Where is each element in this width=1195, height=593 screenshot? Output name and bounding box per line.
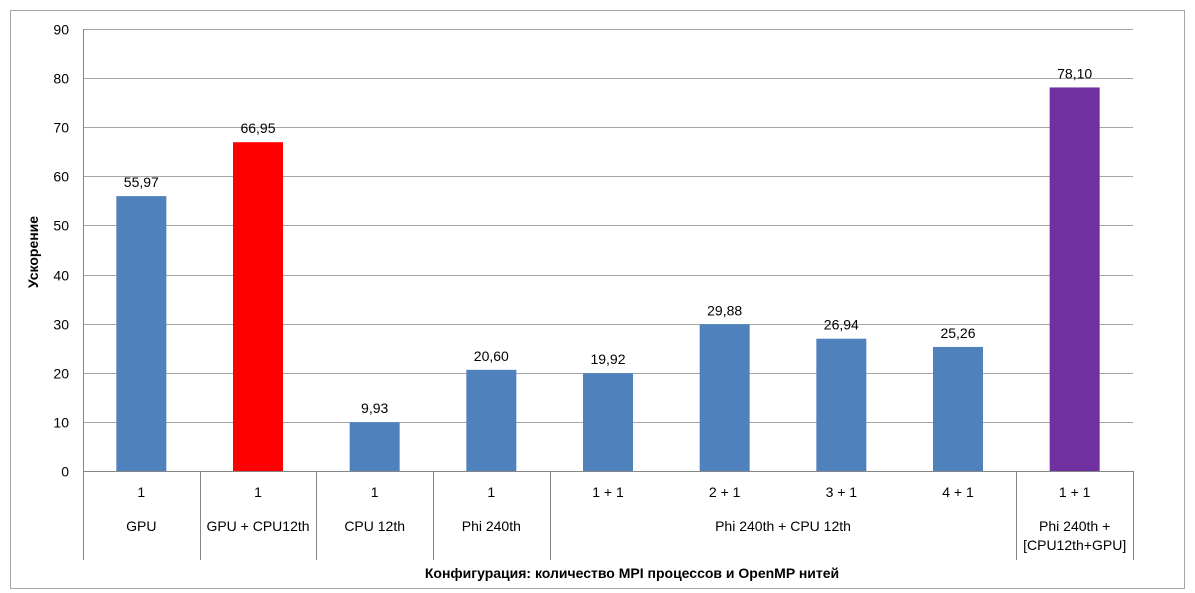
bar xyxy=(349,422,400,471)
category-label: 1 + 1 xyxy=(592,484,624,500)
bar xyxy=(466,369,517,471)
category-label: 1 xyxy=(487,484,495,500)
group-label: GPU xyxy=(126,518,156,534)
category-label: 1 xyxy=(371,484,379,500)
data-label: 55,97 xyxy=(124,174,159,190)
y-tick-label: 10 xyxy=(53,415,69,431)
data-label: 66,95 xyxy=(240,120,275,136)
bar xyxy=(583,373,633,471)
y-axis-title: Ускорение xyxy=(25,216,41,288)
group-label: Phi 240th + xyxy=(1039,518,1110,534)
bar xyxy=(816,338,867,471)
data-label: 25,26 xyxy=(940,325,975,341)
group-label: GPU + CPU12th xyxy=(206,518,309,534)
y-tick-label: 0 xyxy=(61,464,69,480)
category-label: 1 xyxy=(254,484,262,500)
bar xyxy=(1049,87,1100,471)
y-tick-label: 20 xyxy=(53,366,69,382)
bar xyxy=(116,196,167,471)
category-label: 4 + 1 xyxy=(942,484,974,500)
category-label: 1 + 1 xyxy=(1059,484,1091,500)
data-label: 26,94 xyxy=(824,317,859,333)
y-tick-label: 90 xyxy=(53,22,69,38)
data-label: 78,10 xyxy=(1057,65,1092,81)
category-label: 2 + 1 xyxy=(709,484,741,500)
y-tick-label: 40 xyxy=(53,268,69,284)
group-label: Phi 240th xyxy=(462,518,521,534)
category-label: 1 xyxy=(137,484,145,500)
category-label: 3 + 1 xyxy=(826,484,858,500)
group-label: Phi 240th + CPU 12th xyxy=(715,518,851,534)
bar xyxy=(933,346,983,471)
data-label: 20,60 xyxy=(474,348,509,364)
data-label: 9,93 xyxy=(361,400,388,416)
y-tick-label: 70 xyxy=(53,120,69,136)
group-label: [CPU12th+GPU] xyxy=(1023,537,1126,553)
bar xyxy=(699,324,750,471)
group-label: CPU 12th xyxy=(344,518,405,534)
y-tick-label: 30 xyxy=(53,317,69,333)
bar xyxy=(233,142,283,471)
y-tick-label: 50 xyxy=(53,218,69,234)
data-label: 19,92 xyxy=(590,351,625,367)
y-tick-label: 60 xyxy=(53,169,69,185)
data-label: 29,88 xyxy=(707,302,742,318)
x-axis-title: Конфигурация: количество MPI процессов и… xyxy=(425,565,839,581)
chart-frame xyxy=(10,10,1185,589)
y-tick-label: 80 xyxy=(53,71,69,87)
